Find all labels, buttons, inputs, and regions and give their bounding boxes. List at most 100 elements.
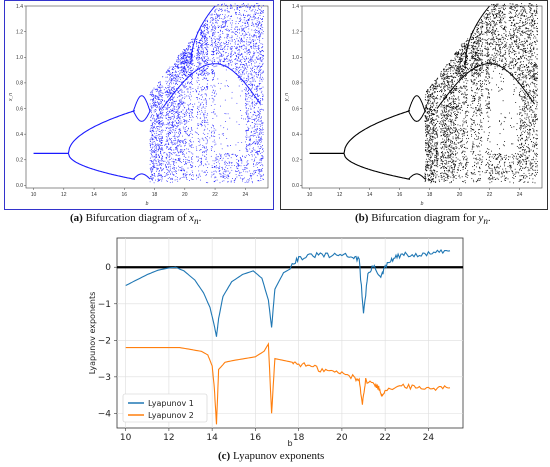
scatter-point [191, 52, 193, 54]
scatter-point [209, 44, 211, 46]
scatter-point [206, 24, 208, 26]
scatter-point [220, 8, 222, 10]
scatter-point [221, 10, 223, 12]
scatter-point [154, 137, 156, 139]
scatter-point [183, 53, 185, 55]
scatter-point [162, 76, 164, 78]
scatter-point [522, 52, 524, 54]
scatter-point [218, 159, 220, 161]
scatter-point [162, 104, 164, 106]
scatter-point [190, 82, 192, 83]
scatter-point [183, 173, 185, 175]
scatter-point [239, 164, 241, 166]
scatter-point [184, 128, 186, 130]
scatter-point [262, 62, 264, 64]
scatter-point [203, 139, 205, 141]
scatter-point [203, 129, 205, 131]
scatter-point [158, 107, 160, 109]
scatter-point [173, 66, 175, 68]
scatter-point [219, 9, 221, 10]
scatter-point [182, 56, 184, 57]
scatter-point [231, 48, 233, 50]
scatter-point [246, 26, 247, 28]
scatter-point [442, 76, 444, 78]
scatter-point [252, 68, 253, 69]
scatter-point [214, 113, 216, 115]
scatter-point [176, 106, 177, 108]
scatter-point [186, 52, 188, 54]
scatter-point [231, 169, 233, 171]
scatter-point [261, 58, 263, 60]
scatter-point [189, 53, 191, 55]
scatter-point [218, 50, 220, 52]
scatter-point [250, 82, 252, 84]
scatter-point [192, 141, 194, 143]
scatter-point [217, 39, 219, 41]
scatter-point [249, 84, 251, 85]
y-tick-label: 1.2 [292, 29, 299, 35]
scatter-point [434, 83, 436, 85]
scatter-point [227, 54, 229, 56]
scatter-point [249, 61, 251, 63]
scatter-point [241, 25, 243, 27]
scatter-point [238, 72, 240, 74]
scatter-point [184, 73, 186, 75]
scatter-point [252, 182, 253, 184]
scatter-point [221, 65, 223, 67]
scatter-point [206, 45, 208, 47]
scatter-point [216, 48, 218, 50]
scatter-point [245, 99, 247, 101]
scatter-point [206, 153, 207, 155]
scatter-point [215, 159, 217, 161]
scatter-point [253, 78, 255, 80]
scatter-point [246, 132, 248, 134]
scatter-point [165, 87, 167, 89]
scatter-point [468, 40, 469, 42]
scatter-point [160, 90, 162, 92]
scatter-point [258, 38, 260, 40]
scatter-point [195, 165, 196, 167]
period4-lower-loop [408, 110, 426, 122]
scatter-point [251, 85, 253, 87]
scatter-point [479, 174, 481, 176]
scatter-point [185, 119, 187, 121]
scatter-point [176, 64, 178, 65]
scatter-point [161, 158, 162, 160]
scatter-point [212, 53, 214, 55]
scatter-point [213, 170, 215, 172]
scatter-point [158, 179, 160, 181]
scatter-point [226, 60, 228, 62]
scatter-point [238, 159, 239, 161]
scatter-point [172, 166, 174, 168]
scatter-point [259, 159, 261, 161]
scatter-point [167, 122, 169, 124]
scatter-point [528, 84, 530, 86]
scatter-point [241, 29, 243, 31]
scatter-point [153, 138, 155, 140]
scatter-point [260, 116, 262, 118]
scatter-point [243, 118, 245, 120]
scatter-point [196, 58, 198, 60]
scatter-point [159, 84, 161, 86]
y-tick-label: 0.4 [16, 132, 23, 138]
scatter-point [250, 41, 252, 43]
scatter-point [262, 26, 264, 28]
scatter-point [181, 141, 183, 142]
scatter-point [212, 29, 214, 31]
scatter-point [178, 158, 180, 160]
scatter-point [479, 113, 481, 115]
scatter-point [241, 33, 243, 35]
scatter-point [204, 117, 206, 119]
scatter-point [188, 160, 190, 161]
scatter-point [186, 133, 188, 135]
scatter-point [255, 30, 257, 32]
scatter-point [189, 52, 191, 54]
scatter-point [262, 148, 264, 150]
scatter-point [204, 110, 206, 112]
scatter-point [181, 69, 183, 71]
scatter-point [184, 83, 186, 85]
scatter-point [474, 45, 476, 47]
scatter-point [151, 175, 153, 177]
scatter-point [205, 20, 206, 22]
scatter-point [216, 8, 218, 10]
